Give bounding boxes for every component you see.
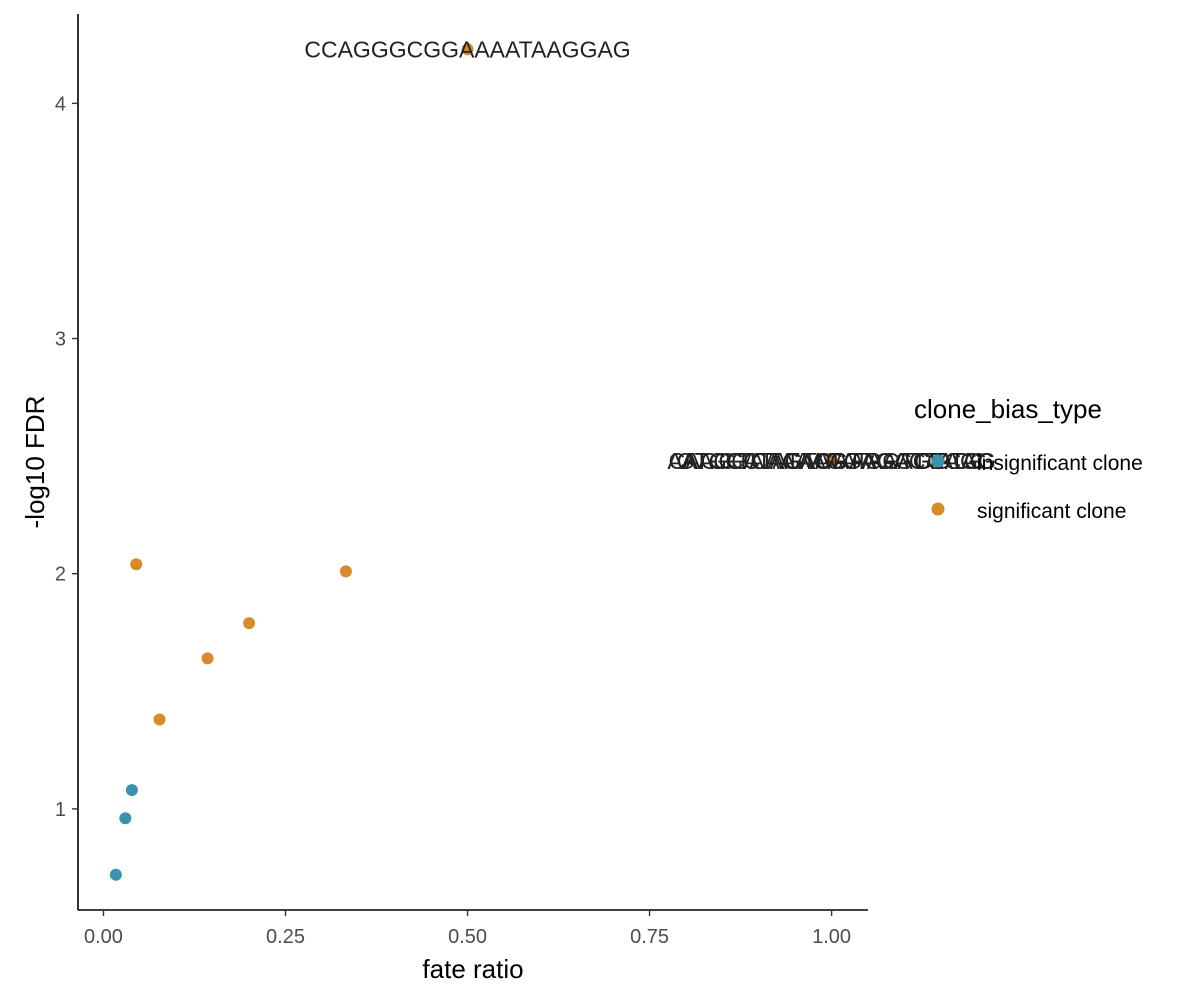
point-significant-clone	[461, 43, 474, 56]
y-axis-title: -log10 FDR	[20, 396, 50, 529]
y-tick-label: 3	[55, 329, 66, 351]
x-tick-label: 1.00	[812, 926, 851, 948]
point-significant-clone	[825, 454, 838, 467]
x-axis-title: fate ratio	[422, 954, 523, 984]
y-tick-label: 2	[55, 564, 66, 586]
point-significant-clone	[201, 652, 214, 665]
legend-key-insignificant-clone	[931, 454, 945, 468]
point-label: CCAGGGCGGAAAATAAGGAG	[304, 36, 630, 62]
x-ticks: 0.00 0.25 0.50 0.75 1.00	[84, 910, 851, 948]
point-significant-clone	[339, 565, 352, 578]
y-tick-label: 4	[55, 93, 66, 115]
point-insignificant-clone	[125, 784, 138, 797]
point-significant-clone	[153, 713, 166, 726]
legend-label-insignificant-clone: insignificant clone	[977, 452, 1143, 475]
x-tick-label: 0.50	[448, 926, 487, 948]
points	[109, 43, 838, 881]
point-significant-clone	[130, 558, 143, 571]
point-insignificant-clone	[119, 812, 132, 825]
point-significant-clone	[243, 617, 256, 630]
point-labels: CCAGGGCGGAAAATAAGGAGAAAGGAAAAAGGAGGTGAGG…	[304, 36, 995, 474]
axes	[77, 14, 868, 911]
y-tick-label: 1	[55, 799, 66, 821]
legend-key-significant-clone	[931, 502, 945, 516]
legend: clone_bias_type insignificant clone sign…	[914, 394, 1143, 523]
point-insignificant-clone	[109, 868, 122, 881]
legend-label-significant-clone: significant clone	[977, 500, 1126, 523]
legend-title: clone_bias_type	[914, 394, 1102, 424]
x-tick-label: 0.75	[630, 926, 669, 948]
x-tick-label: 0.00	[84, 926, 123, 948]
y-ticks: 1 2 3 4	[55, 93, 78, 821]
x-tick-label: 0.25	[266, 926, 305, 948]
